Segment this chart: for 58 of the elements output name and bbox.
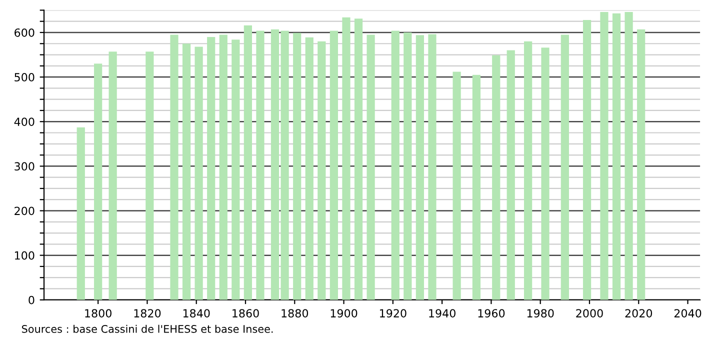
x-tick-label: 2040 — [674, 309, 702, 318]
bar — [244, 25, 252, 300]
y-tick-label: 300 — [14, 162, 34, 171]
bar — [108, 52, 117, 300]
x-tick-label: 1900 — [330, 309, 358, 318]
bar — [524, 41, 532, 300]
x-tick-label: 1840 — [183, 309, 210, 318]
bar — [280, 30, 289, 300]
bar — [637, 29, 646, 300]
bar — [305, 37, 314, 300]
bar — [342, 17, 350, 300]
bar — [256, 30, 264, 300]
bar — [612, 13, 621, 300]
bar — [182, 44, 191, 300]
x-tick-label: 2000 — [576, 309, 603, 318]
bar — [541, 48, 550, 300]
x-tick-label: 1800 — [85, 309, 112, 318]
x-tick-label: 1820 — [134, 309, 161, 318]
y-tick-label: 600 — [14, 28, 34, 37]
bar — [232, 40, 240, 300]
x-tick-label: 2020 — [625, 309, 652, 318]
x-tick-label: 1960 — [478, 309, 505, 318]
bar — [492, 55, 500, 300]
y-tick-label: 500 — [14, 73, 34, 82]
bar — [76, 127, 85, 300]
x-tick-label: 1860 — [232, 309, 259, 318]
y-tick-label: 0 — [28, 296, 34, 304]
x-tick-label: 1940 — [429, 309, 456, 318]
y-tick-label: 200 — [14, 206, 34, 216]
x-tick-label: 1980 — [527, 309, 554, 318]
bar — [170, 34, 178, 300]
bar — [330, 30, 338, 300]
bar — [219, 34, 228, 300]
bar — [416, 35, 424, 300]
bar — [194, 46, 203, 300]
bar — [428, 34, 436, 300]
bar — [207, 36, 216, 300]
y-tick-label: 400 — [14, 118, 34, 126]
bar — [600, 12, 608, 300]
bar — [472, 74, 481, 300]
bar — [560, 34, 569, 300]
x-tick-label: 1920 — [380, 309, 406, 318]
bar — [391, 30, 400, 300]
y-tick-label: 100 — [15, 251, 34, 260]
bar — [354, 18, 363, 300]
bar — [318, 41, 326, 300]
bar — [624, 12, 633, 300]
x-tick-label: 1880 — [282, 309, 308, 318]
bar — [582, 20, 592, 300]
bar — [146, 52, 154, 300]
source-note: Sources : base Cassini de l'EHESS et base Insee. — [22, 324, 273, 333]
bar — [404, 32, 412, 300]
bar — [293, 32, 302, 300]
bar — [506, 50, 515, 300]
bar — [452, 72, 461, 300]
bar — [270, 29, 280, 300]
bar — [94, 64, 102, 300]
bar — [366, 34, 375, 300]
